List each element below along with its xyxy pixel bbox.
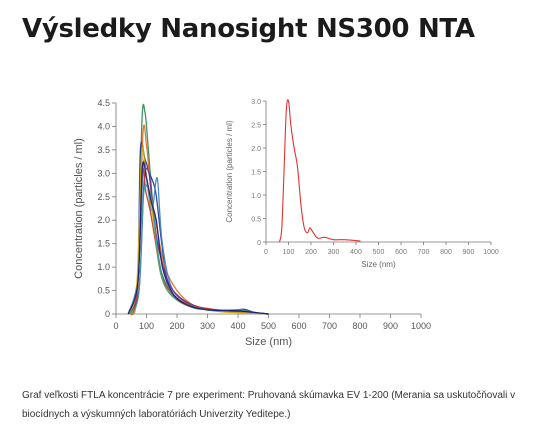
inset-x-axis-label: Size (nm) xyxy=(361,260,396,269)
main-x-tick-label: 500 xyxy=(261,321,276,331)
inset-y-tick-label: 2.5 xyxy=(251,123,261,130)
main-x-tick-label: 800 xyxy=(352,321,367,331)
main-y-tick-label: 3.0 xyxy=(97,168,110,178)
main-y-tick-label: 4.5 xyxy=(97,98,110,108)
page-title: Výsledky Nanosight NS300 NTA xyxy=(22,14,475,44)
inset-x-tick-label: 600 xyxy=(395,249,407,256)
inset-x-tick-label: 300 xyxy=(328,249,340,256)
inset-x-tick-label: 200 xyxy=(305,249,317,256)
main-series-line-9 xyxy=(127,161,269,315)
inset-x-tick-label: 700 xyxy=(418,249,430,256)
main-x-tick-label: 900 xyxy=(383,321,398,331)
main-y-tick-label: 3.5 xyxy=(97,145,110,155)
inset-y-tick-label: 2.0 xyxy=(251,146,261,153)
inset-y-tick-label: 1.0 xyxy=(251,193,261,200)
inset-x-tick-label: 1000 xyxy=(483,249,499,256)
main-x-tick-label: 700 xyxy=(322,321,337,331)
main-y-tick-label: 4.0 xyxy=(97,121,110,131)
main-y-tick-label: 0.5 xyxy=(97,286,110,296)
main-x-tick-label: 0 xyxy=(113,321,118,331)
main-series-line-4 xyxy=(127,158,269,315)
figure-caption: Graf veľkosti FTLA koncentrácie 7 pre ex… xyxy=(22,390,516,420)
main-y-tick-label: 1.5 xyxy=(97,239,110,249)
main-y-axis-label: Concentration (particles / ml) xyxy=(73,138,85,279)
main-chart: 0 0.5 1.0 1.5 2.0 2.5 3.0 3.5 4.0 4.5 0 100 200 300 40… xyxy=(73,98,431,348)
inset-y-tick-label: 3.0 xyxy=(251,99,261,106)
inset-x-tick-label: 800 xyxy=(440,249,452,256)
inset-x-tick-label: 500 xyxy=(373,249,385,256)
main-x-tick-label: 1000 xyxy=(411,321,431,331)
inset-x-tick-label: 400 xyxy=(350,249,362,256)
main-x-tick-label: 100 xyxy=(139,321,154,331)
inset-series-line-1 xyxy=(278,99,361,243)
nta-figure: 0 0.5 1.0 1.5 2.0 2.5 3.0 3.5 4.0 4.5 0 100 200 300 40… xyxy=(73,98,499,348)
main-x-axis-label: Size (nm) xyxy=(245,336,292,348)
inset-x-tick-label: 0 xyxy=(264,249,268,256)
inset-x-tick-label: 900 xyxy=(463,249,475,256)
main-y-tick-label: 2.5 xyxy=(97,192,110,202)
inset-chart: 0 0.5 1.0 1.5 2.0 2.5 3.0 0 100 200 300 400 500 600 70… xyxy=(225,99,499,269)
main-series-line-2 xyxy=(127,141,269,315)
inset-y-tick-label: 1.5 xyxy=(251,170,261,177)
inset-x-tick-label: 100 xyxy=(283,249,295,256)
main-y-tick-label: 2.0 xyxy=(97,215,110,225)
inset-y-tick-label: 0 xyxy=(257,240,261,247)
main-y-tick-label: 0 xyxy=(105,309,110,319)
main-y-tick-label: 1.0 xyxy=(97,262,110,272)
main-x-tick-label: 600 xyxy=(291,321,306,331)
main-x-tick-label: 200 xyxy=(169,321,184,331)
inset-y-tick-label: 0.5 xyxy=(251,217,261,224)
main-series-line-8 xyxy=(127,184,269,315)
main-x-tick-label: 400 xyxy=(230,321,245,331)
inset-y-axis-label: Concentration (particles / ml) xyxy=(225,120,234,223)
main-x-tick-label: 300 xyxy=(200,321,215,331)
